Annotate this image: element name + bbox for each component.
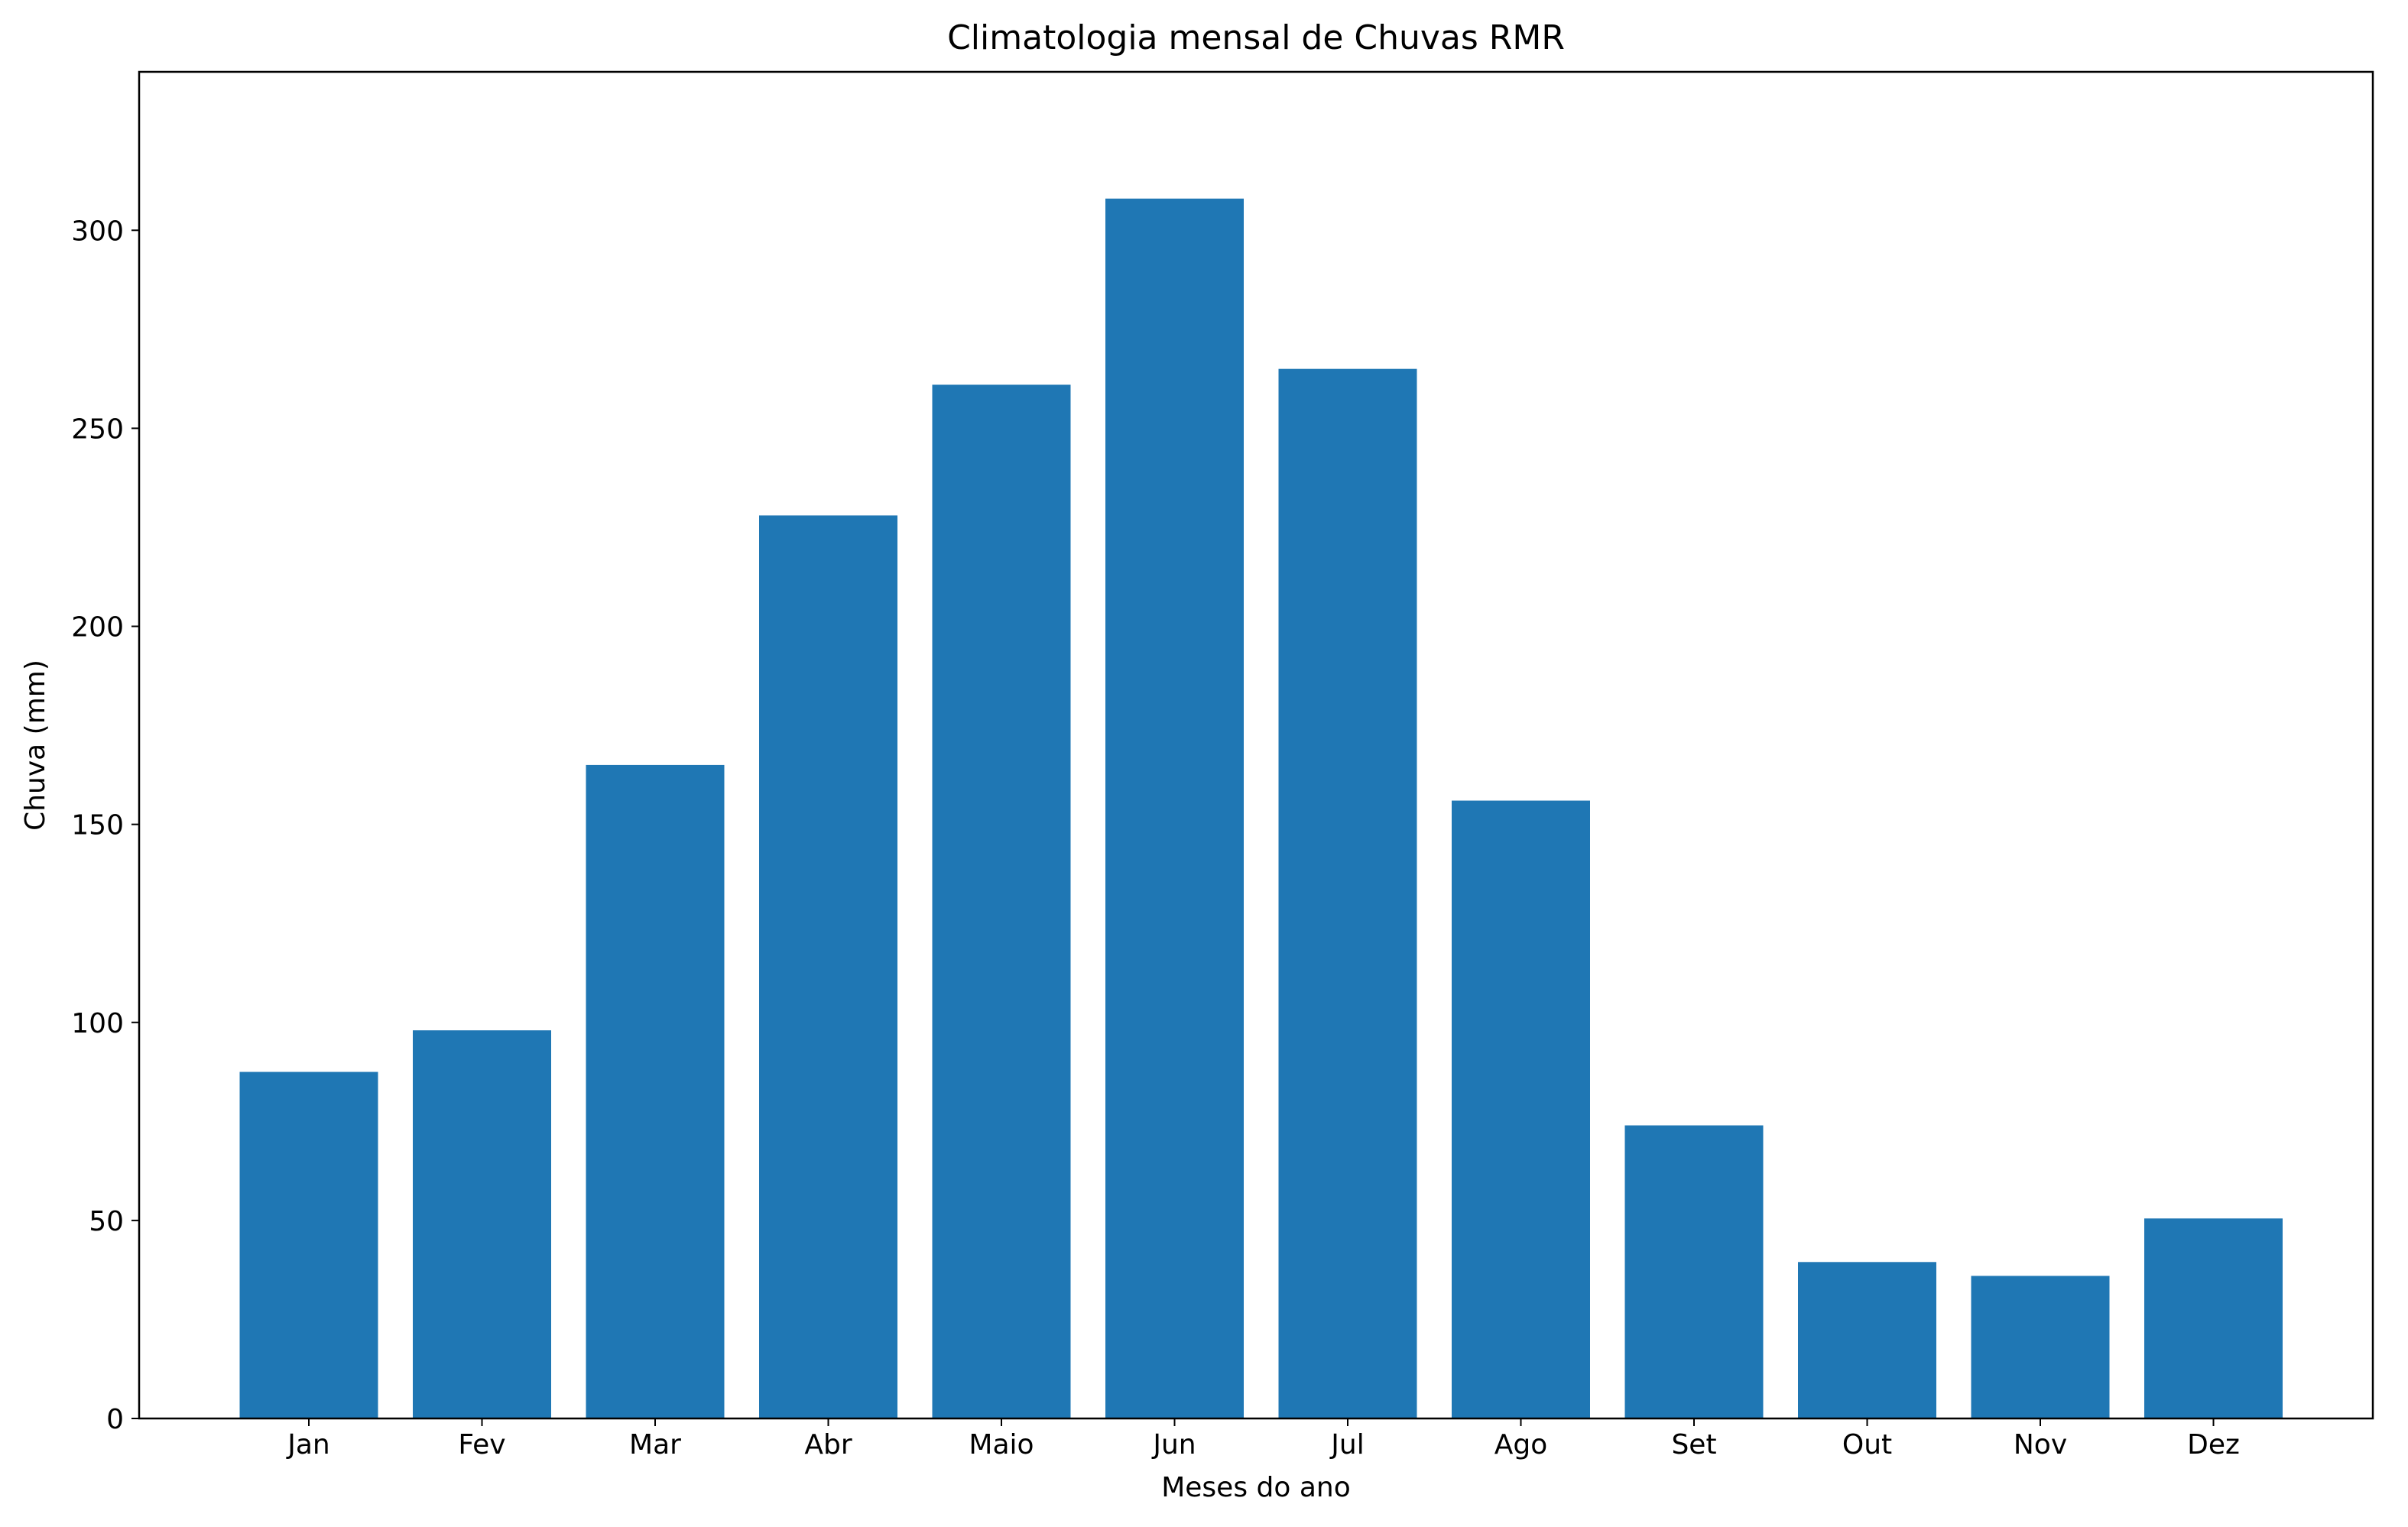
- x-tick-label: Dez: [2187, 1429, 2240, 1461]
- bar-maio: [932, 384, 1071, 1418]
- bar-fev: [413, 1030, 551, 1418]
- chart-title: Climatologia mensal de Chuvas RMR: [947, 18, 1565, 57]
- bar-abr: [759, 515, 897, 1418]
- x-tick-label: Fev: [458, 1429, 505, 1461]
- y-tick-label: 200: [71, 612, 124, 644]
- x-axis-label: Meses do ano: [1161, 1472, 1351, 1503]
- x-tick-label: Ago: [1494, 1429, 1548, 1461]
- x-tick-label: Nov: [2014, 1429, 2067, 1461]
- bar-out: [1798, 1262, 1936, 1418]
- y-tick-label: 300: [71, 216, 124, 247]
- bar-mar: [586, 764, 725, 1418]
- x-tick-label: Jan: [286, 1429, 330, 1461]
- bar-jan: [239, 1071, 378, 1418]
- y-tick-label: 250: [71, 413, 124, 445]
- plot-area-frame: [138, 70, 2374, 1420]
- x-tick-label: Out: [1842, 1429, 1892, 1461]
- bars-group: [239, 198, 2283, 1418]
- y-axis-ticks: 0 50 100 150 200 250 300: [71, 216, 139, 1435]
- y-tick-label: 50: [89, 1206, 124, 1237]
- bar-jun: [1105, 198, 1244, 1418]
- x-tick-label: Set: [1671, 1429, 1716, 1461]
- y-tick-label: 0: [106, 1404, 124, 1435]
- y-axis-label: Chuva (mm): [20, 660, 51, 831]
- x-axis-ticks: Jan Fev Mar Abr Maio Jun Jul Ago Set Out Nov Dez: [286, 1418, 2240, 1461]
- bar-dez: [2144, 1218, 2283, 1418]
- y-tick-label: 100: [71, 1008, 124, 1039]
- bar-nov: [1971, 1276, 2110, 1418]
- x-tick-label: Abr: [804, 1429, 852, 1461]
- x-tick-label: Maio: [969, 1429, 1034, 1461]
- bar-jul: [1278, 368, 1417, 1418]
- bar-set: [1624, 1125, 1764, 1418]
- x-tick-label: Jul: [1329, 1429, 1364, 1461]
- x-tick-label: Mar: [629, 1429, 681, 1461]
- bar-ago: [1452, 800, 1590, 1418]
- x-tick-label: Jun: [1151, 1429, 1196, 1461]
- y-tick-label: 150: [71, 810, 124, 841]
